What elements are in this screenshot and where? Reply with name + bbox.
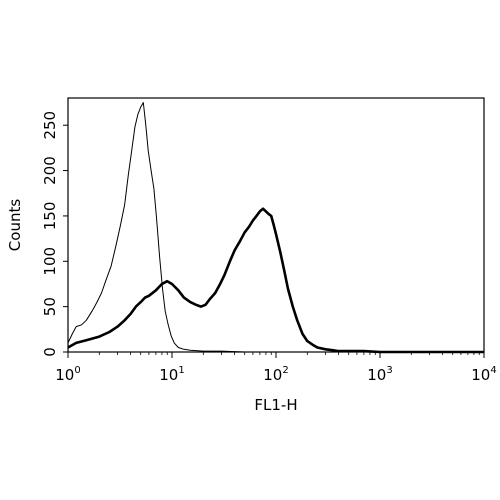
x-tick-label: 103 — [367, 365, 392, 384]
x-tick-label: 100 — [55, 365, 80, 384]
series-group — [67, 102, 484, 354]
series-line-thick — [67, 207, 484, 354]
series-line-thin — [67, 102, 276, 353]
y-tick-label: 50 — [41, 297, 59, 316]
x-tick-label: 104 — [471, 365, 496, 384]
x-tick-label: 101 — [159, 365, 184, 384]
x-tick-label: 102 — [263, 365, 288, 384]
y-axis-ticks: 0 50 100 150 200 250 — [41, 111, 68, 357]
x-axis-ticks: 100 101 102 103 104 — [55, 352, 497, 384]
y-tick-label: 200 — [41, 156, 59, 185]
y-axis-label: Counts — [6, 199, 24, 252]
y-tick-label: 0 — [41, 347, 59, 357]
y-tick-label: 150 — [41, 202, 59, 231]
y-tick-label: 250 — [41, 111, 59, 140]
y-tick-label: 100 — [41, 247, 59, 276]
x-axis-label: FL1-H — [254, 396, 297, 414]
